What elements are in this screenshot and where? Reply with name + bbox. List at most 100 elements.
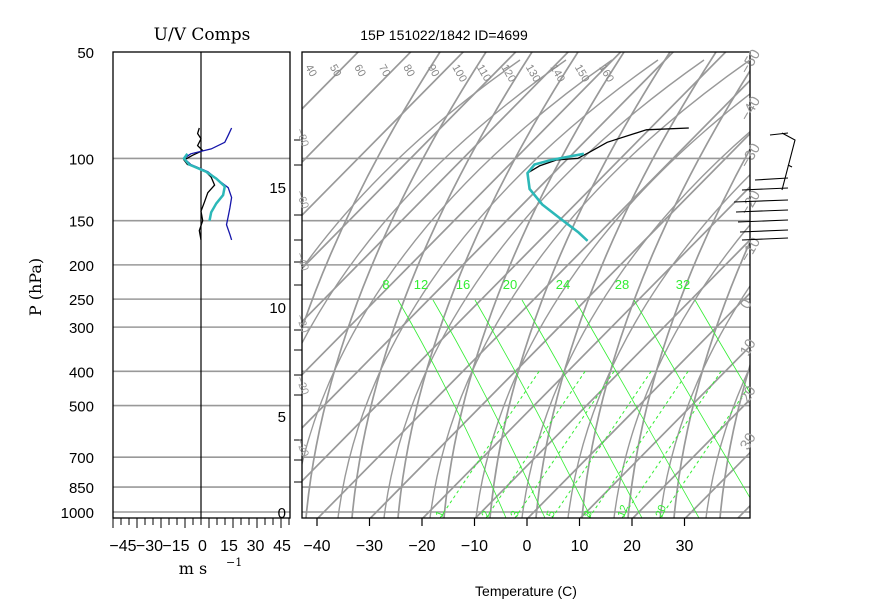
- moist-adiabat-line: [521, 299, 643, 518]
- data-series: [182, 127, 689, 242]
- dry-adiabat-line: [812, 52, 887, 518]
- theta-label: 40: [302, 63, 319, 80]
- moist-adiabat-label: 32: [676, 277, 690, 292]
- moist-adiabat-line: [432, 299, 546, 518]
- isotherm-line: [737, 504, 750, 518]
- theta-label: 160: [596, 63, 616, 85]
- dewpoint-profile: [526, 152, 589, 242]
- dry-adiabat-line: [397, 52, 579, 518]
- isotherm-line: [632, 398, 750, 518]
- pressure-tick-label: 300: [69, 320, 94, 337]
- uv-x-tick-label: −30: [136, 538, 163, 555]
- height-tick-label: 15: [269, 180, 286, 197]
- pressure-tick-label: 850: [69, 480, 94, 497]
- left-edge-label: −80: [293, 127, 311, 149]
- height-tick-label: 5: [278, 409, 286, 426]
- skewt-x-tick-label: −40: [303, 538, 330, 555]
- uv-x-tick-label: 30: [247, 538, 265, 555]
- wind-barb: [737, 219, 789, 223]
- theta-label: 70: [376, 63, 393, 80]
- dry-adiabat-line: [305, 52, 487, 518]
- dry-adiabat-line: [489, 52, 671, 518]
- theta-label: 50: [327, 63, 344, 80]
- skewt-title: 15P 151022/1842 ID=4699: [360, 27, 528, 43]
- height-tick-label: 10: [269, 300, 286, 317]
- adiabat-curve: [752, 60, 887, 518]
- isotherm-line: [302, 52, 570, 323]
- skewt-x-axis-label: Temperature (C): [475, 583, 577, 599]
- isotherm-line: [684, 451, 750, 518]
- pressure-tick-label: 400: [69, 364, 94, 381]
- uv-x-tick-label: −15: [162, 538, 189, 555]
- moist-adiabat-label: 12: [414, 277, 428, 292]
- adiabat-curve: [337, 59, 659, 518]
- skewt-x-tick-label: 30: [676, 538, 694, 555]
- mixing-ratio-label: 20: [654, 503, 669, 519]
- pressure-tick-label: 100: [69, 151, 94, 168]
- isotherm-line: [302, 52, 675, 430]
- isotherm-line: [474, 238, 750, 518]
- wind-barb: [733, 199, 789, 203]
- pressure-tick-label: 200: [69, 258, 94, 275]
- dry-adiabat-line: [627, 147, 750, 518]
- isotherm-edge-label: 20: [737, 383, 760, 406]
- moist-adiabat-label: 28: [615, 277, 629, 292]
- adiabat-curve: [705, 365, 750, 518]
- moist-adiabat-line: [474, 299, 592, 518]
- wind-barb: [739, 229, 789, 233]
- mixing-ratio-label: 5: [545, 509, 558, 519]
- wind-barb: [735, 209, 789, 213]
- moist-adiabat-line: [633, 299, 750, 499]
- left-edge-label: −40: [293, 251, 311, 273]
- adiabat-curve: [613, 223, 750, 518]
- axis-ticks: [112, 139, 686, 528]
- dry-adiabat-line: [673, 239, 750, 518]
- isotherm-edge-label: −40: [737, 93, 764, 124]
- pressure-tick-label: 500: [69, 399, 94, 416]
- dry-adiabat-line: [719, 362, 750, 518]
- uv-series-line: [182, 153, 227, 221]
- uv-x-tick-label: 15: [220, 538, 238, 555]
- wind-barb: [769, 132, 789, 136]
- wind-barb: [741, 187, 789, 191]
- skewt-x-tick-label: 10: [571, 538, 589, 555]
- isotherm-line: [422, 185, 750, 518]
- mixing-ratio-label: 3: [509, 509, 522, 519]
- dry-adiabat-line: [766, 52, 887, 518]
- adiabat-curve: [302, 59, 567, 345]
- moist-adiabat-line: [694, 299, 750, 394]
- adiabat-curve: [429, 59, 750, 518]
- uv-x-axis-label: m s −1: [179, 556, 242, 578]
- isotherm-line: [302, 52, 517, 270]
- skewt-x-tick-label: −10: [461, 538, 488, 555]
- wind-barbs: [733, 132, 796, 241]
- theta-label: 90: [425, 63, 442, 80]
- theta-label: 100: [449, 63, 469, 85]
- uv-background-grid: [113, 52, 290, 518]
- adiabat-curve: [475, 93, 750, 518]
- isotherm-edge-label: 30: [737, 430, 760, 453]
- uv-title: U/V Comps: [154, 25, 251, 45]
- theta-label: 80: [400, 63, 417, 80]
- moist-adiabat-label: 8: [382, 277, 389, 292]
- theta-label: 120: [498, 63, 518, 85]
- uv-x-tick-label: 0: [198, 538, 207, 555]
- wind-barb: [754, 177, 789, 181]
- isotherm-line: [317, 79, 750, 518]
- adiabat-curve: [659, 284, 750, 518]
- isotherm-line: [369, 132, 750, 518]
- moist-adiabat-label: 16: [456, 277, 470, 292]
- uv-x-tick-label: −45: [109, 538, 136, 555]
- pressure-tick-label: 1000: [61, 505, 94, 522]
- isotherm-line: [302, 52, 622, 376]
- skewt-x-tick-label: −30: [356, 538, 383, 555]
- adiabat-curve: [567, 173, 750, 518]
- skewt-x-tick-label: 0: [523, 538, 532, 555]
- wind-barb: [741, 237, 789, 241]
- pressure-tick-label: 50: [77, 45, 94, 62]
- skewt-x-tick-label: 20: [623, 538, 641, 555]
- left-edge-label: −20: [293, 375, 311, 397]
- left-edge-label: −60: [293, 189, 311, 211]
- adiabat-curve: [302, 59, 521, 270]
